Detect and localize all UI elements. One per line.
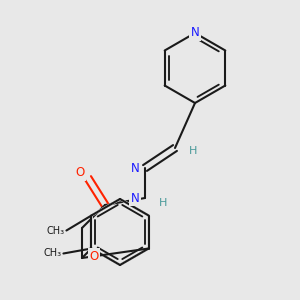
Text: CH₃: CH₃: [43, 248, 62, 259]
Text: O: O: [75, 167, 85, 179]
Text: N: N: [130, 191, 140, 205]
Text: N: N: [190, 26, 200, 40]
Text: CH₃: CH₃: [46, 226, 64, 236]
Text: N: N: [130, 161, 140, 175]
Text: O: O: [89, 250, 99, 262]
Text: H: H: [159, 198, 167, 208]
Text: H: H: [189, 146, 197, 156]
